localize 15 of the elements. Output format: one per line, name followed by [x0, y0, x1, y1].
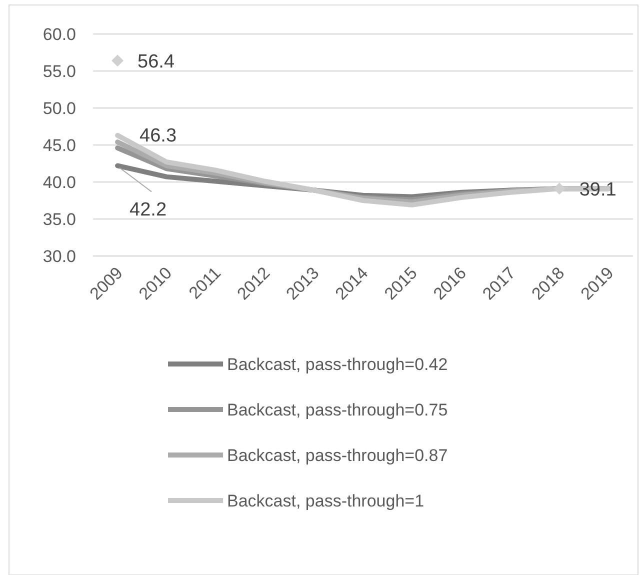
legend-label: Backcast, pass-through=0.87	[227, 446, 448, 465]
data-label: 39.1	[579, 180, 616, 201]
legend-label: Backcast, pass-through=0.42	[227, 355, 448, 374]
y-tick-label: 40.0	[42, 173, 76, 192]
y-tick-label: 45.0	[42, 136, 76, 155]
legend-label: Backcast, pass-through=0.75	[227, 400, 448, 420]
data-label: 56.4	[138, 52, 175, 73]
legend-label: Backcast, pass-through=1	[227, 492, 424, 510]
y-tick-label: 30.0	[42, 247, 76, 266]
y-tick-label: 55.0	[42, 62, 76, 81]
y-tick-label: 35.0	[42, 210, 76, 229]
data-label: 46.3	[140, 125, 177, 146]
data-label: 42.2	[130, 200, 167, 221]
y-tick-label: 60.0	[42, 25, 76, 44]
y-tick-label: 50.0	[42, 99, 76, 118]
